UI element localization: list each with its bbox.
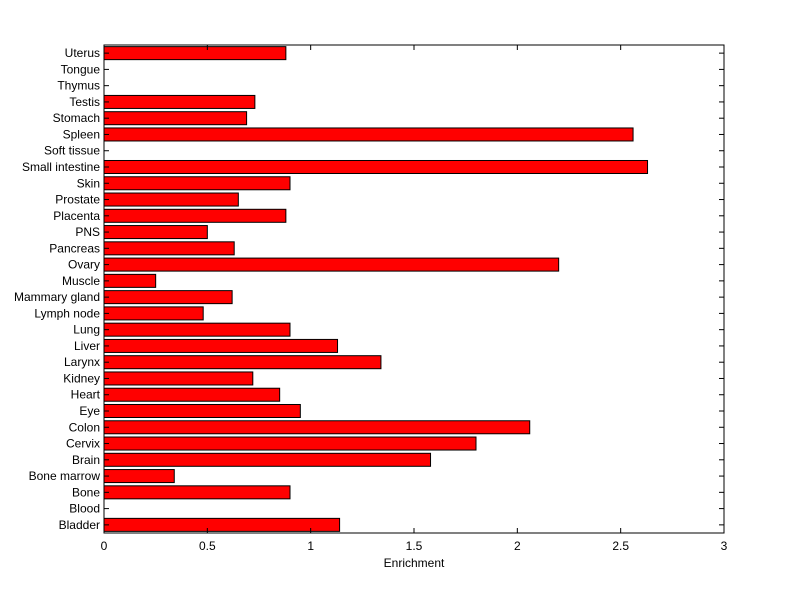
y-tick-label: Bone marrow — [29, 469, 101, 483]
bar-eye — [103, 403, 301, 419]
y-tick-label: Ovary — [68, 258, 100, 272]
x-axis-label: Enrichment — [384, 556, 445, 570]
y-tick-label: Eye — [79, 404, 100, 418]
bar-prostate — [103, 192, 239, 207]
y-tick-label: Skin — [77, 176, 100, 190]
bar-skin — [103, 176, 291, 191]
bar-larynx — [103, 355, 382, 370]
labels-layer: Bladder Blood Bone Bone marrow Brain Cervix Co… — [14, 46, 728, 553]
bar-uterus — [103, 46, 287, 61]
x-tick-label: 2 — [514, 539, 521, 553]
bar-kidney — [103, 371, 254, 386]
y-tick-label: Lung — [73, 323, 100, 337]
y-tick-label: Bladder — [59, 518, 100, 532]
bar-pns — [103, 225, 208, 240]
y-tick-label: Larynx — [64, 355, 100, 369]
y-tick-label: PNS — [75, 225, 100, 239]
y-tick-label: Mammary gland — [14, 290, 100, 304]
y-tick-label: Spleen — [63, 127, 100, 141]
bar-bone-marrow — [103, 469, 175, 484]
y-tick-label: Stomach — [53, 111, 100, 125]
y-tick-label: Heart — [71, 388, 101, 402]
x-tick-label: 0.5 — [199, 539, 216, 553]
bar-liver — [103, 338, 339, 353]
y-tick-label: Colon — [69, 420, 100, 434]
bar-pancreas — [103, 241, 235, 256]
y-tick-label: Prostate — [55, 193, 100, 207]
y-tick-label: Cervix — [66, 437, 100, 451]
bar-lymph-node — [103, 306, 204, 321]
bars-layer — [103, 46, 649, 532]
bar-lung — [103, 322, 291, 337]
y-tick-label: Placenta — [53, 209, 100, 223]
bar-small-intestine — [103, 159, 649, 175]
y-tick-label: Bone — [72, 485, 100, 499]
bar-mammary-gland — [103, 290, 233, 305]
y-tick-label: Kidney — [63, 371, 100, 385]
bar-placenta — [103, 208, 287, 223]
ticks-layer — [103, 45, 725, 533]
y-tick-label: Small intestine — [22, 160, 100, 174]
y-tick-label: Muscle — [62, 274, 100, 288]
bar-heart — [103, 387, 281, 402]
bar-stomach — [103, 111, 248, 126]
bar-colon — [103, 420, 531, 435]
y-tick-label: Testis — [69, 95, 100, 109]
bar-muscle — [103, 273, 157, 288]
y-tick-label: Pancreas — [49, 241, 100, 255]
y-tick-label: Thymus — [57, 79, 100, 93]
x-tick-label: 1.5 — [406, 539, 423, 553]
x-tick-label: 1 — [307, 539, 314, 553]
bar-cervix — [103, 436, 477, 451]
y-tick-label: Uterus — [65, 46, 100, 60]
bar-bladder — [103, 517, 341, 532]
bar-bone — [103, 485, 291, 500]
x-tick-label: 0 — [101, 539, 108, 553]
bar-brain — [103, 452, 432, 467]
y-tick-label: Liver — [74, 339, 100, 353]
x-tick-label: 2.5 — [612, 539, 629, 553]
bar-spleen — [103, 127, 634, 142]
y-tick-label: Tongue — [61, 62, 101, 76]
bar-ovary — [103, 257, 560, 272]
y-tick-label: Brain — [72, 453, 100, 467]
y-tick-label: Blood — [69, 502, 100, 516]
y-tick-label: Soft tissue — [44, 144, 100, 158]
y-tick-label: Lymph node — [34, 306, 100, 320]
x-tick-label: 3 — [721, 539, 728, 553]
bar-testis — [103, 94, 256, 109]
